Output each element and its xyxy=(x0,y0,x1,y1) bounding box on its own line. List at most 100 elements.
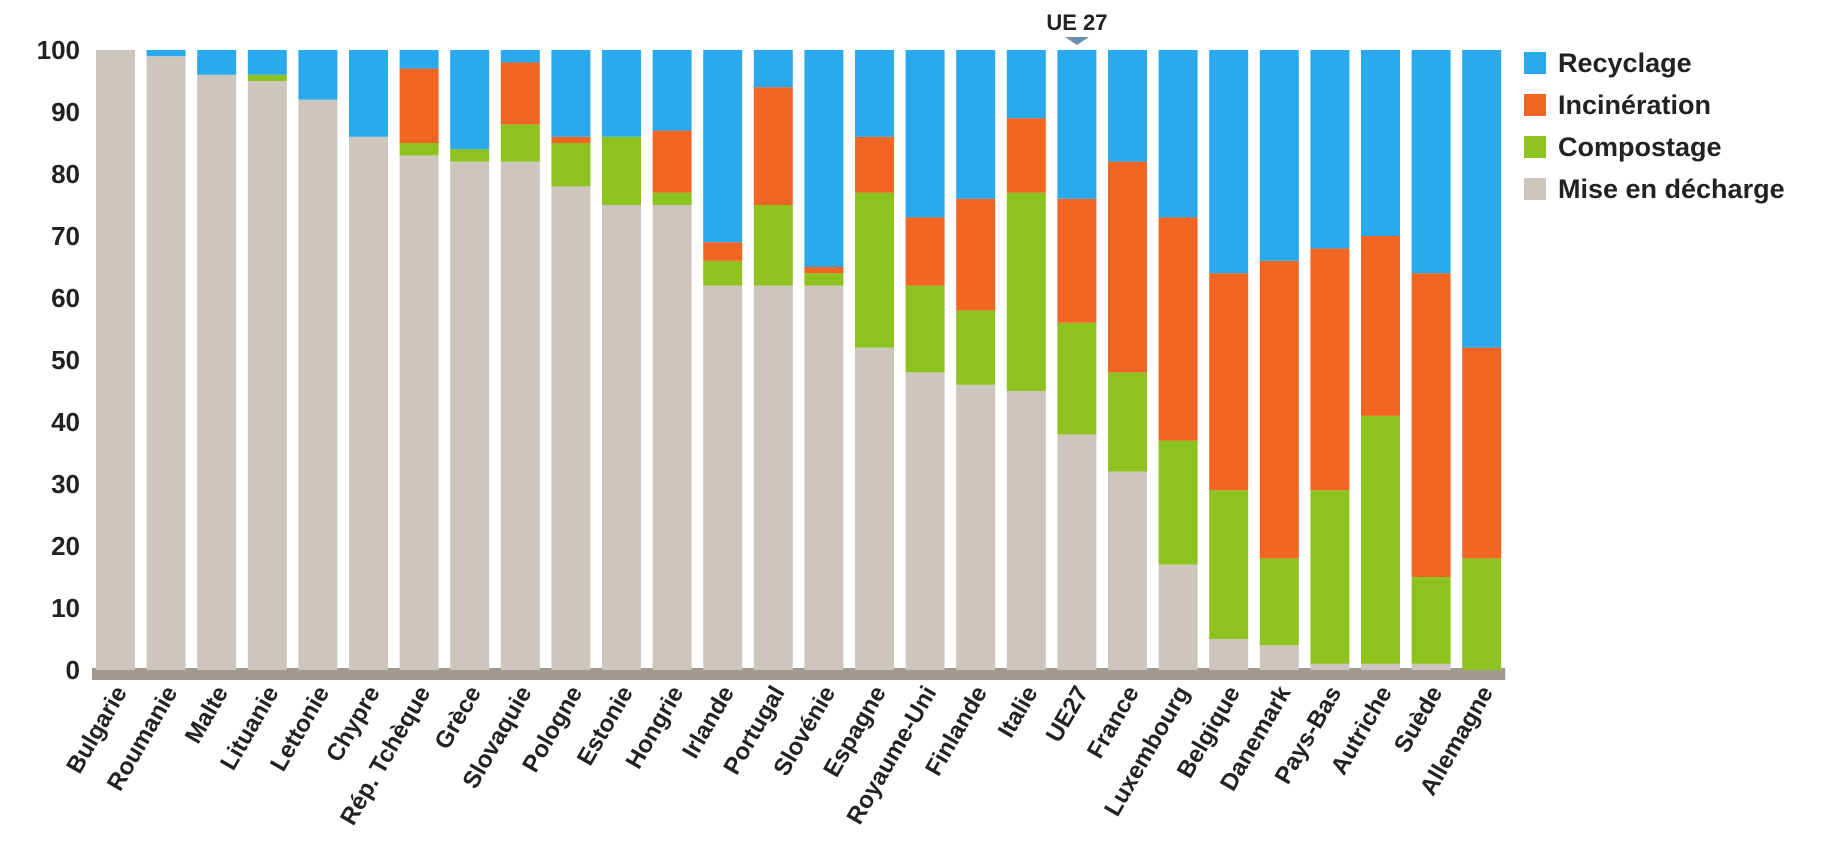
bar-segment-mise-en-decharge-ue27 xyxy=(1057,434,1097,670)
y-tick-label-20: 20 xyxy=(51,531,80,561)
bar-segment-recyclage-allemagne xyxy=(1462,50,1502,348)
bar-segment-compostage-luxembourg xyxy=(1158,440,1198,565)
bar-stack-irlande xyxy=(703,50,743,670)
bar-segment-incineration-belgique xyxy=(1209,273,1249,491)
bar-segment-recyclage-slovaquie xyxy=(500,50,540,63)
bar-segment-mise-en-decharge-belgique xyxy=(1209,639,1249,670)
bar-segment-incineration-royaume-uni xyxy=(905,217,945,286)
axis-layer xyxy=(92,668,1506,680)
bar-segment-compostage-rep-tcheque xyxy=(399,143,439,156)
y-tick-label-40: 40 xyxy=(51,407,80,437)
bar-segment-incineration-ue27 xyxy=(1057,198,1097,323)
eu27-annotation-label: UE 27 xyxy=(1046,10,1107,35)
bar-segment-incineration-autriche xyxy=(1361,236,1400,416)
legend-swatch-mise-en-decharge xyxy=(1524,178,1546,200)
bar-segment-recyclage-chypre xyxy=(349,50,388,137)
bar-segment-compostage-italie xyxy=(1006,192,1046,391)
bar-segment-mise-en-decharge-pologne xyxy=(551,186,591,670)
legend-swatch-recyclage xyxy=(1524,52,1546,74)
bar-segment-compostage-slovenie xyxy=(804,273,844,286)
bar-segment-incineration-france xyxy=(1108,161,1147,373)
bar-segment-mise-en-decharge-finlande xyxy=(956,384,996,670)
bar-segment-mise-en-decharge-slovaquie xyxy=(500,161,540,670)
bar-segment-incineration-pologne xyxy=(551,136,591,143)
bar-stack-chypre xyxy=(349,50,388,671)
bar-segment-mise-en-decharge-italie xyxy=(1006,391,1046,670)
bar-segment-recyclage-roumanie xyxy=(146,50,186,57)
bar-segment-recyclage-irlande xyxy=(703,50,743,243)
bar-segment-compostage-allemagne xyxy=(1462,558,1502,670)
bar-segment-incineration-portugal xyxy=(753,87,793,205)
bar-segment-recyclage-pologne xyxy=(551,50,591,137)
bar-segment-recyclage-pays-bas xyxy=(1310,50,1350,249)
bar-segment-recyclage-slovenie xyxy=(804,50,844,267)
bar-segment-compostage-irlande xyxy=(703,260,743,286)
bar-stack-danemark xyxy=(1259,50,1299,670)
bar-segment-recyclage-finlande xyxy=(956,50,996,199)
bar-stack-suede xyxy=(1411,50,1451,670)
bar-stack-portugal xyxy=(753,50,793,670)
bar-segment-incineration-hongrie xyxy=(652,130,692,193)
bar-segment-compostage-royaume-uni xyxy=(905,285,945,373)
bar-stack-slovaquie xyxy=(500,50,540,670)
bar-segment-recyclage-italie xyxy=(1006,50,1046,119)
bar-segment-incineration-finlande xyxy=(956,198,996,311)
bar-segment-compostage-hongrie xyxy=(652,192,692,205)
bar-segment-recyclage-lituanie xyxy=(247,50,287,75)
bar-segment-compostage-finlande xyxy=(956,310,996,385)
bar-segment-mise-en-decharge-autriche xyxy=(1361,663,1400,670)
bar-segment-mise-en-decharge-roumanie xyxy=(146,56,186,670)
legend-label-incineration: Incinération xyxy=(1558,90,1711,120)
bar-segment-recyclage-estonie xyxy=(602,50,641,137)
bar-stack-luxembourg xyxy=(1158,50,1198,670)
bar-segment-incineration-espagne xyxy=(855,136,894,193)
y-tick-label-0: 0 xyxy=(66,655,80,685)
bar-stack-italie xyxy=(1006,50,1046,670)
bar-segment-incineration-rep-tcheque xyxy=(399,68,439,143)
bar-stack-slovenie xyxy=(804,50,844,670)
bar-stack-pologne xyxy=(551,50,591,670)
bar-stack-pays-bas xyxy=(1310,50,1350,670)
bar-segment-mise-en-decharge-france xyxy=(1108,471,1147,670)
y-tick-label-100: 100 xyxy=(37,35,80,65)
bar-segment-recyclage-royaume-uni xyxy=(905,50,945,218)
bar-segment-recyclage-luxembourg xyxy=(1158,50,1198,218)
bar-segment-mise-en-decharge-chypre xyxy=(349,136,388,671)
bar-segment-incineration-italie xyxy=(1006,118,1046,193)
bar-stack-hongrie xyxy=(652,50,692,670)
bar-segment-recyclage-lettonie xyxy=(298,50,338,100)
bar-segment-compostage-autriche xyxy=(1361,415,1400,664)
bar-stack-lettonie xyxy=(298,50,338,671)
bar-stack-autriche xyxy=(1361,50,1400,670)
bar-segment-incineration-danemark xyxy=(1259,260,1299,559)
bars-layer xyxy=(96,50,1502,671)
bar-segment-recyclage-ue27 xyxy=(1057,50,1097,199)
bar-segment-recyclage-espagne xyxy=(855,50,894,137)
bar-stack-allemagne xyxy=(1462,50,1502,670)
bar-segment-recyclage-grece xyxy=(450,50,490,150)
x-tick-label-italie: Italie xyxy=(993,682,1044,743)
bar-segment-mise-en-decharge-rep-tcheque xyxy=(399,155,439,670)
bar-segment-recyclage-portugal xyxy=(753,50,793,88)
bar-segment-mise-en-decharge-grece xyxy=(450,161,490,670)
bar-segment-mise-en-decharge-lettonie xyxy=(298,99,338,671)
bar-stack-finlande xyxy=(956,50,996,670)
bar-stack-estonie xyxy=(602,50,641,670)
bar-segment-mise-en-decharge-luxembourg xyxy=(1158,564,1198,670)
bar-segment-incineration-pays-bas xyxy=(1310,248,1350,491)
bar-stack-belgique xyxy=(1209,50,1249,670)
y-tick-label-60: 60 xyxy=(51,283,80,313)
x-tick-label-malte: Malte xyxy=(180,682,234,749)
x-axis-baseline xyxy=(92,668,1506,680)
bar-segment-compostage-lituanie xyxy=(247,74,287,81)
bar-segment-mise-en-decharge-hongrie xyxy=(652,205,692,670)
bar-segment-recyclage-rep-tcheque xyxy=(399,50,439,69)
bar-segment-mise-en-decharge-lituanie xyxy=(247,81,287,670)
bar-segment-compostage-pologne xyxy=(551,143,591,187)
bar-segment-recyclage-hongrie xyxy=(652,50,692,131)
bar-segment-mise-en-decharge-pays-bas xyxy=(1310,663,1350,670)
bar-segment-recyclage-malte xyxy=(197,50,237,75)
bar-segment-mise-en-decharge-malte xyxy=(197,74,237,671)
legend-label-mise-en-decharge: Mise en décharge xyxy=(1558,174,1785,204)
